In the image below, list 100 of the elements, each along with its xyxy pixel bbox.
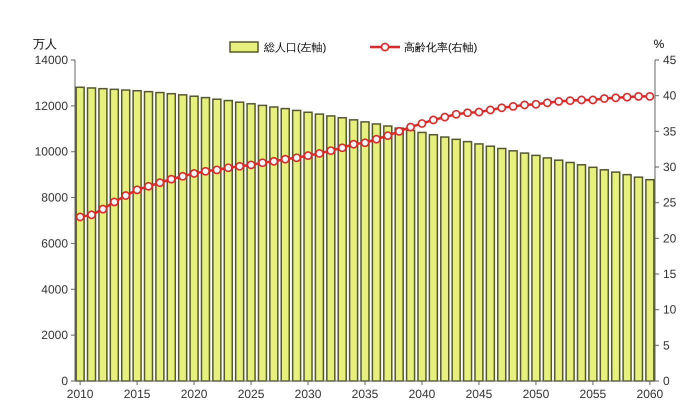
bar bbox=[600, 169, 610, 382]
x-tick-label: 2055 bbox=[580, 387, 607, 401]
y2-tick-label: 25 bbox=[663, 196, 677, 210]
point bbox=[554, 96, 564, 106]
y2-tick-label: 20 bbox=[663, 231, 677, 246]
bar bbox=[440, 136, 450, 382]
bar bbox=[486, 145, 496, 382]
point bbox=[304, 151, 312, 160]
point bbox=[258, 158, 267, 168]
bar bbox=[144, 90, 154, 382]
bar bbox=[75, 86, 85, 382]
point bbox=[428, 116, 438, 124]
point bbox=[235, 162, 244, 171]
legend-label: 高齢化率(右軸) bbox=[404, 41, 478, 54]
bar bbox=[428, 134, 438, 382]
point bbox=[463, 108, 472, 118]
point bbox=[508, 102, 518, 111]
bar bbox=[394, 127, 404, 382]
bar bbox=[348, 119, 358, 382]
bar bbox=[212, 98, 222, 382]
bar bbox=[576, 164, 586, 382]
bar bbox=[610, 171, 620, 382]
point bbox=[440, 112, 450, 122]
bar bbox=[110, 88, 120, 382]
bar bbox=[360, 121, 370, 382]
x-tick-label: 2015 bbox=[124, 387, 151, 401]
point bbox=[292, 153, 302, 162]
point bbox=[406, 122, 415, 132]
y2-tick-label: 5 bbox=[663, 338, 670, 352]
point bbox=[315, 149, 324, 158]
point bbox=[132, 185, 142, 194]
point bbox=[372, 134, 381, 144]
y-tick-label: 10000 bbox=[34, 144, 68, 159]
y-tick-label: 4000 bbox=[41, 282, 68, 296]
point bbox=[611, 93, 620, 102]
point bbox=[600, 94, 609, 103]
x-tick-label: 2020 bbox=[180, 387, 208, 401]
y-tick-label: 14000 bbox=[34, 53, 68, 67]
bar bbox=[292, 110, 302, 382]
bar bbox=[120, 89, 130, 382]
bar bbox=[132, 90, 142, 382]
point bbox=[349, 140, 358, 149]
bar bbox=[588, 166, 598, 382]
bar bbox=[166, 92, 176, 382]
bar bbox=[224, 100, 233, 382]
bar bbox=[497, 148, 506, 382]
point bbox=[622, 92, 632, 102]
x-tick-label: 2030 bbox=[294, 387, 322, 401]
x-tick-label: 2060 bbox=[636, 387, 664, 401]
point bbox=[338, 143, 347, 152]
point bbox=[497, 103, 506, 112]
point bbox=[178, 172, 188, 181]
point bbox=[588, 96, 598, 104]
bar bbox=[337, 117, 347, 382]
bar bbox=[269, 106, 279, 382]
y-tick-label: 12000 bbox=[34, 98, 68, 113]
y-tick-label: 2000 bbox=[41, 328, 68, 342]
point bbox=[577, 96, 586, 104]
point bbox=[452, 110, 461, 119]
point bbox=[520, 100, 529, 110]
point bbox=[110, 198, 119, 206]
point bbox=[532, 100, 540, 109]
point bbox=[87, 210, 96, 220]
y2-tick-label: 0 bbox=[663, 374, 670, 388]
y2-tick-label: 15 bbox=[663, 267, 677, 281]
bar bbox=[372, 123, 382, 382]
y2-tick-label: 35 bbox=[663, 124, 677, 138]
x-tick-label: 2035 bbox=[352, 387, 379, 401]
bar bbox=[451, 138, 461, 382]
x-tick-label: 2010 bbox=[66, 387, 94, 401]
bar bbox=[178, 94, 188, 382]
point bbox=[418, 119, 426, 128]
bar bbox=[155, 92, 165, 382]
legend-label: 総人口(左軸) bbox=[263, 41, 326, 54]
point bbox=[645, 92, 654, 101]
bar bbox=[645, 178, 655, 382]
point bbox=[542, 98, 552, 108]
point bbox=[566, 96, 575, 106]
x-tick-label: 2025 bbox=[238, 387, 265, 401]
point bbox=[98, 204, 108, 214]
y2-tick-label: 10 bbox=[663, 302, 677, 317]
point bbox=[486, 106, 495, 114]
point bbox=[280, 154, 290, 164]
point bbox=[246, 160, 256, 170]
bar bbox=[383, 125, 393, 382]
point bbox=[201, 166, 210, 176]
point bbox=[326, 146, 336, 155]
bar bbox=[326, 115, 336, 382]
point bbox=[474, 108, 484, 116]
point bbox=[166, 174, 176, 184]
x-tick-label: 2040 bbox=[408, 387, 436, 401]
y2-tick-label: 40 bbox=[663, 88, 677, 103]
bar bbox=[508, 150, 518, 382]
point bbox=[121, 191, 130, 200]
x-tick-label: 2050 bbox=[522, 387, 550, 401]
y2-axis-title: % bbox=[654, 37, 665, 51]
point bbox=[634, 92, 643, 101]
bar bbox=[554, 159, 564, 382]
point bbox=[394, 126, 404, 136]
y-tick-label: 8000 bbox=[41, 190, 68, 205]
